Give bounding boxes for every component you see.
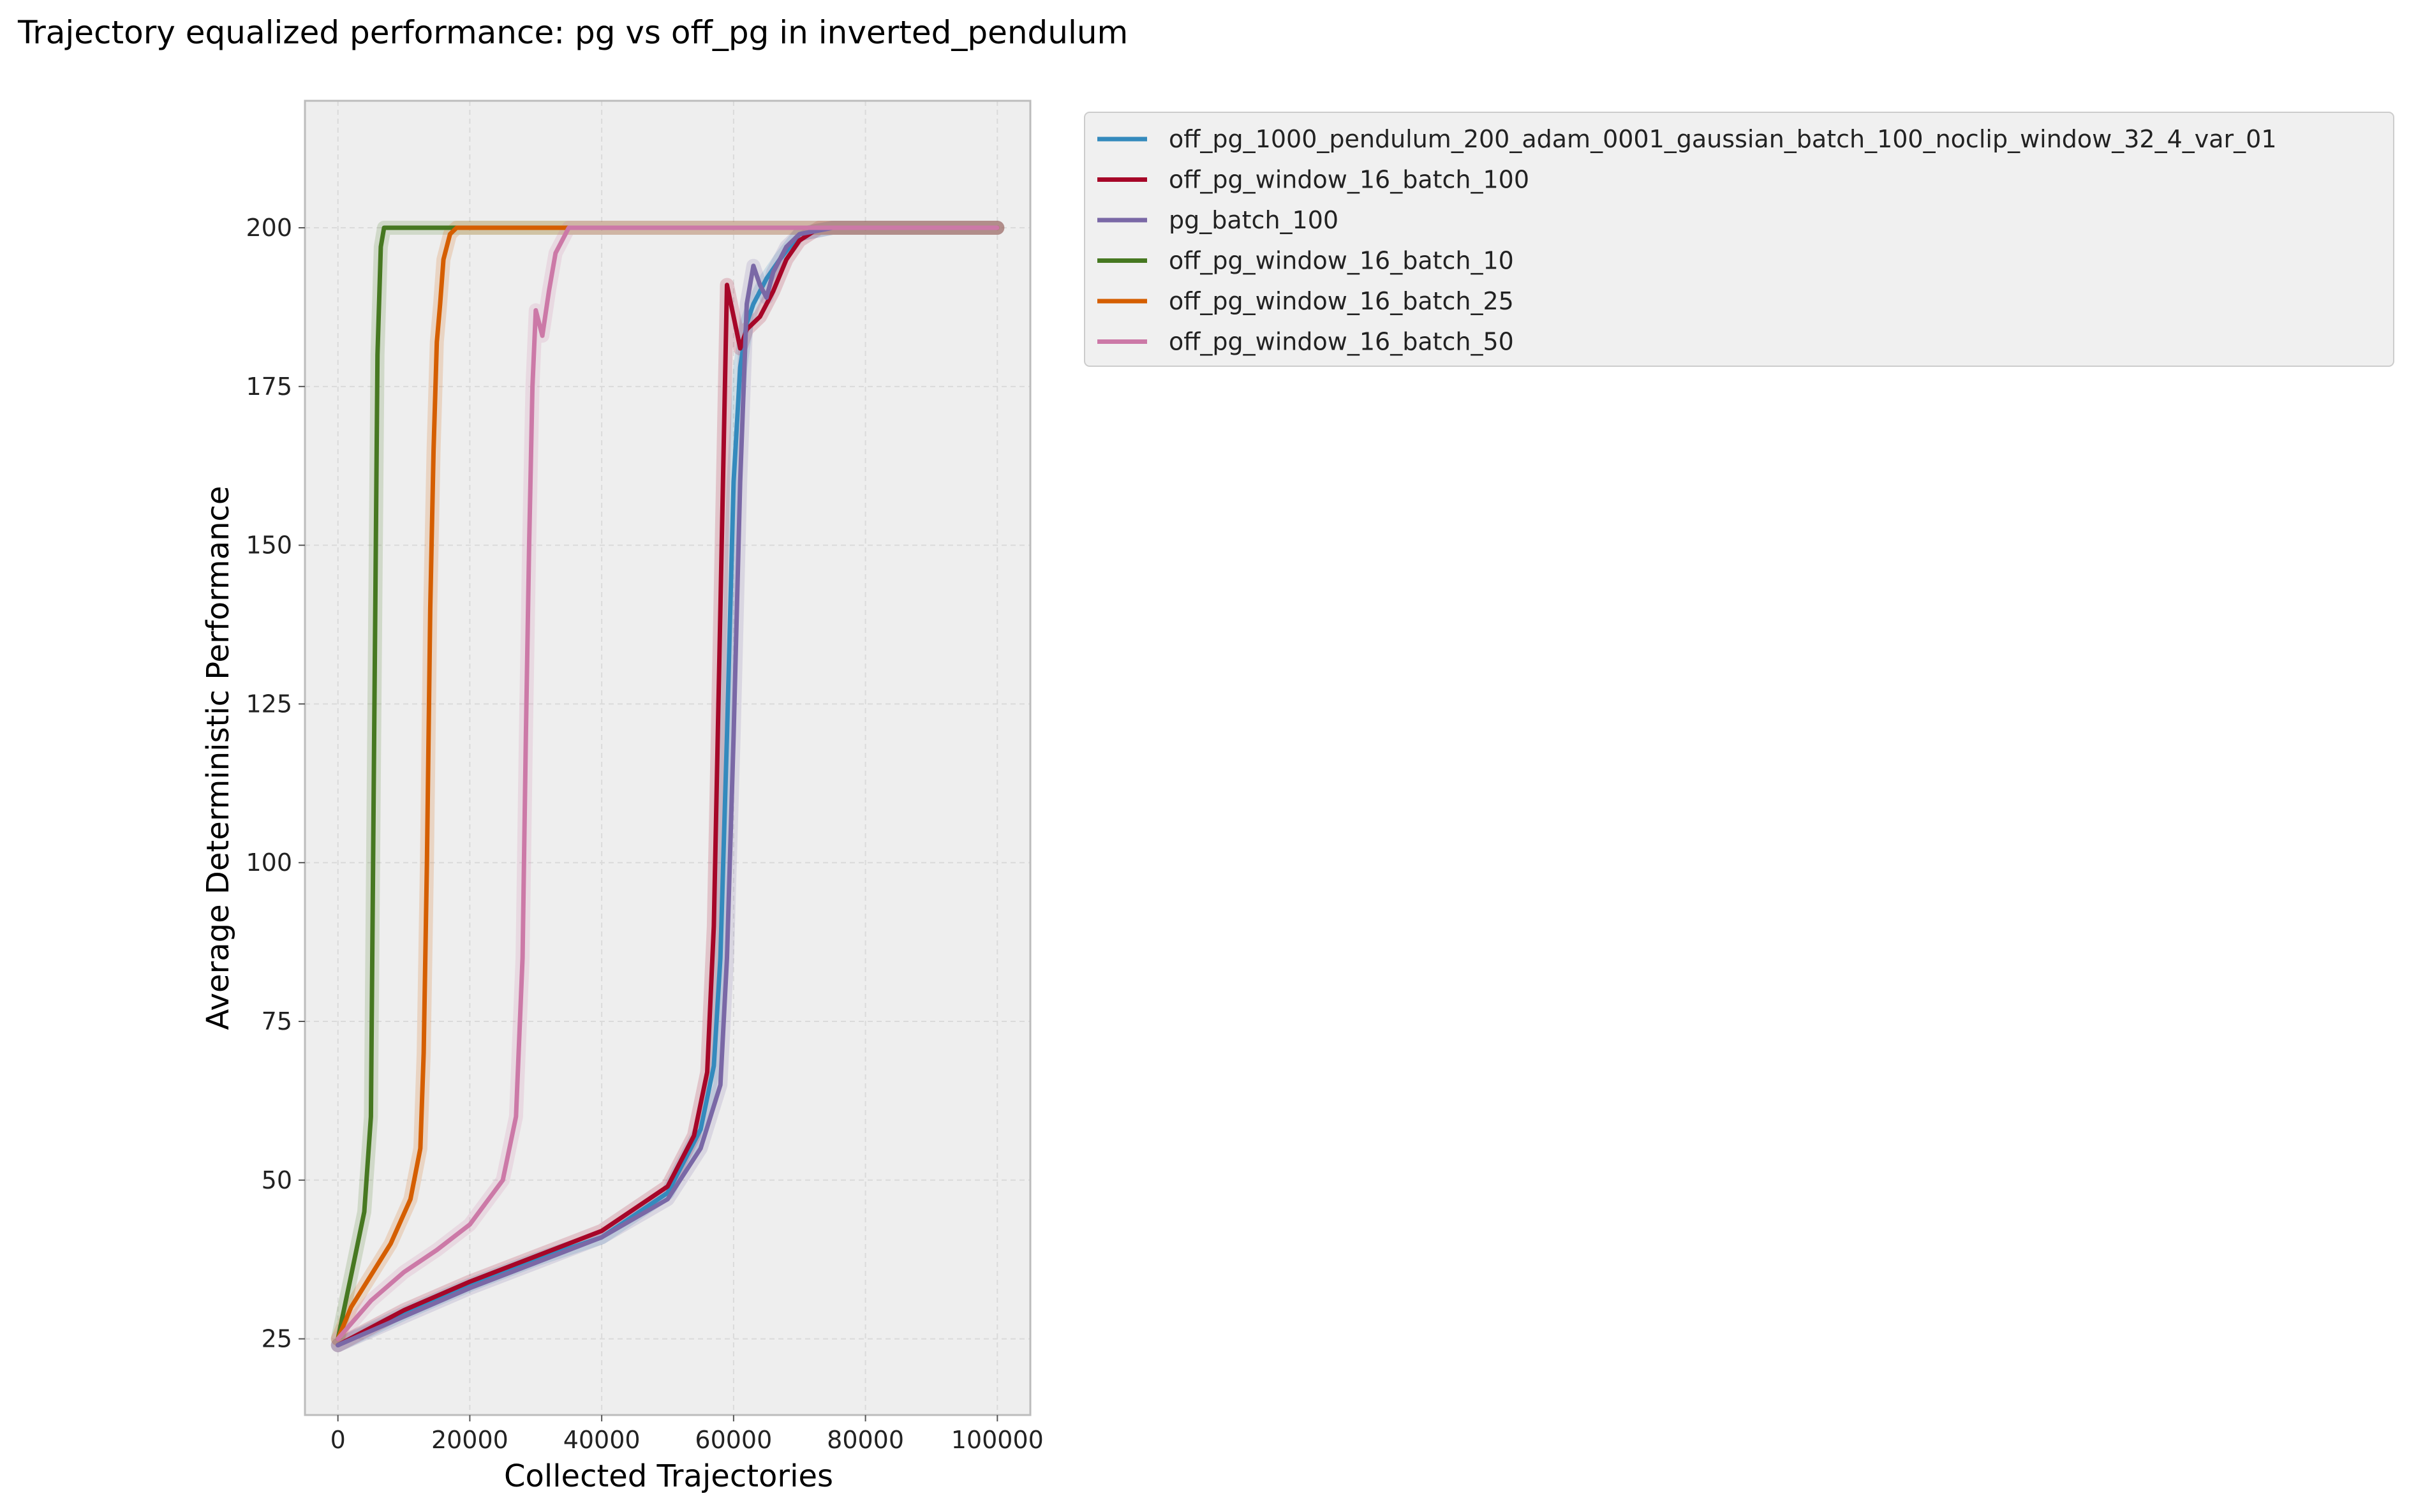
series-line: [336, 225, 1000, 1342]
plot-frame: [304, 100, 1032, 1416]
legend-label: off_pg_1000_pendulum_200_adam_0001_gauss…: [1169, 125, 2277, 153]
series-line: [336, 225, 1000, 1342]
x-tick-label: 80000: [827, 1426, 904, 1454]
x-tick-label: 100000: [951, 1426, 1044, 1454]
y-tick-label: 25: [262, 1325, 292, 1353]
x-axis-label: Collected Trajectories: [504, 1458, 833, 1494]
y-tick-label: 200: [246, 214, 292, 242]
plot-area: [305, 101, 1030, 1415]
y-tick-label: 50: [262, 1166, 292, 1194]
series-line: [336, 225, 1000, 1342]
x-tick-label: 40000: [563, 1426, 641, 1454]
series-line: [336, 225, 1000, 1347]
y-tick-label: 150: [246, 531, 292, 560]
x-tick-label: 20000: [431, 1426, 508, 1454]
x-tick-label: 60000: [695, 1426, 772, 1454]
x-tick-label: 0: [330, 1426, 346, 1454]
tick-labels: 0 20000 40000 60000 80000 100000 25 50 75 100 125 1…: [246, 214, 1043, 1454]
legend-label: off_pg_window_16_batch_50: [1169, 328, 1514, 356]
plot-background: [305, 101, 1030, 1415]
legend-label: pg_batch_100: [1169, 206, 1338, 234]
y-axis-label: Average Deterministic Performance: [200, 486, 236, 1030]
legend-label: off_pg_window_16_batch_10: [1169, 247, 1514, 275]
chart-title: Trajectory equalized performance: pg vs …: [18, 14, 1129, 51]
legend-box: [1084, 112, 2394, 367]
series-lines: [330, 221, 1005, 1353]
y-tick-label: 75: [262, 1007, 292, 1035]
plot-border: [304, 100, 1032, 1416]
y-tick-label: 175: [246, 373, 292, 401]
legend-label: off_pg_window_16_batch_100: [1169, 166, 1529, 194]
y-tick-label: 125: [246, 690, 292, 718]
y-tick-label: 100: [246, 849, 292, 877]
legend-label: off_pg_window_16_batch_25: [1169, 287, 1514, 315]
series-line: [336, 225, 1000, 1347]
legend: off_pg_1000_pendulum_200_adam_0001_gauss…: [1084, 112, 2394, 367]
